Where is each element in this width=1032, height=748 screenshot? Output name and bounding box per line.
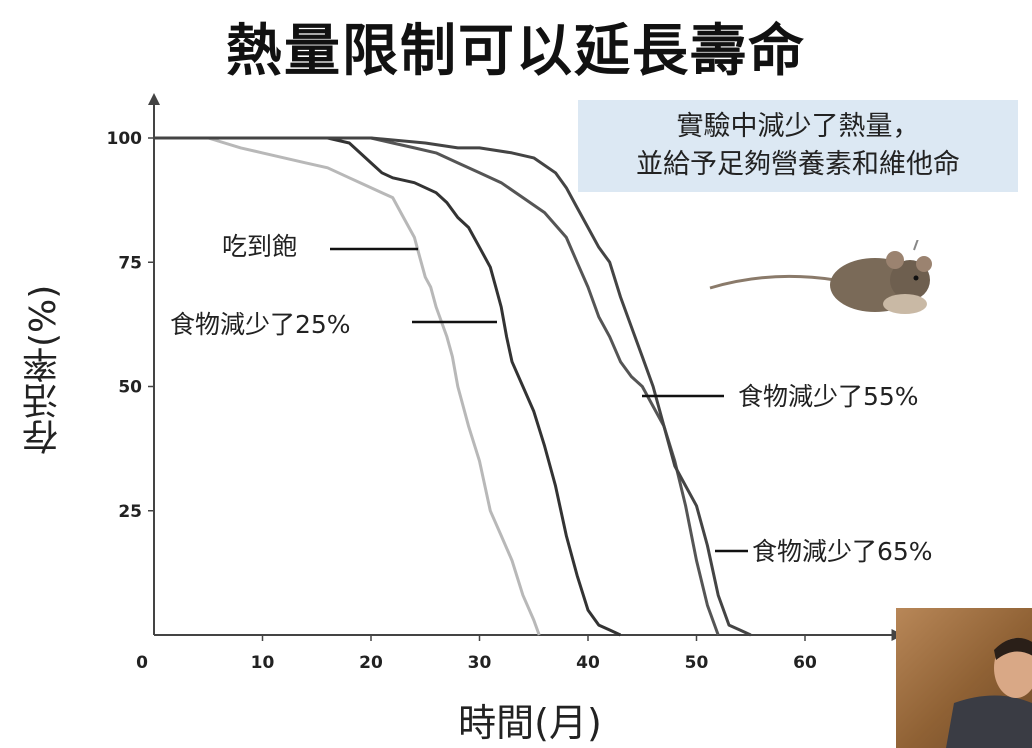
series-line-0: [154, 136, 541, 636]
x-tick-label: 20: [359, 653, 383, 673]
y-axis-label: 存活率(%): [23, 284, 64, 456]
series-line-2: [154, 136, 720, 636]
chart-title: 熱量限制可以延長壽命: [226, 19, 806, 84]
x-tick-label: 30: [468, 653, 492, 673]
series-labels: 吃到飽 食物減少了25% 食物減少了55% 食物減少了65%: [170, 232, 933, 566]
y-tick-label: 100: [107, 129, 143, 149]
mouse-eye-icon: [913, 275, 919, 281]
series-label-0: 吃到飽: [222, 232, 297, 261]
series-line-3: [154, 136, 752, 637]
callout-box: 實驗中減少了熱量， 並給予足夠營養素和維他命: [578, 100, 1018, 192]
y-tick-label: 25: [118, 502, 142, 522]
series-label-3: 食物減少了65%: [752, 537, 933, 566]
x-tick-label: 10: [251, 653, 275, 673]
series-layer: [154, 136, 752, 637]
x-tick-label: 40: [576, 653, 600, 673]
y-axis-arrow-icon: [148, 93, 160, 105]
series-line-1: [154, 136, 622, 637]
callout-line-2: 並給予足夠營養素和維他命: [636, 149, 960, 180]
mouse-illustration: [709, 240, 932, 314]
presenter-webcam-thumbnail: [896, 608, 1032, 748]
x-tick-label: 0: [136, 653, 148, 673]
y-tick-label: 50: [118, 378, 142, 398]
x-tick-label: 50: [685, 653, 709, 673]
mouse-belly: [883, 294, 927, 314]
series-label-2: 食物減少了55%: [738, 382, 919, 411]
mouse-tail: [709, 274, 836, 290]
mouse-ear-icon: [886, 251, 904, 269]
x-axis-label: 時間(月): [458, 701, 602, 745]
presenter-figure: [946, 638, 1032, 748]
callout-pointer: [913, 240, 919, 251]
series-label-1: 食物減少了25%: [170, 310, 351, 339]
y-tick-label: 75: [118, 253, 142, 273]
mouse-ear-icon: [916, 256, 932, 272]
x-tick-label: 60: [793, 653, 817, 673]
callout-line-1: 實驗中減少了熱量，: [676, 111, 920, 142]
